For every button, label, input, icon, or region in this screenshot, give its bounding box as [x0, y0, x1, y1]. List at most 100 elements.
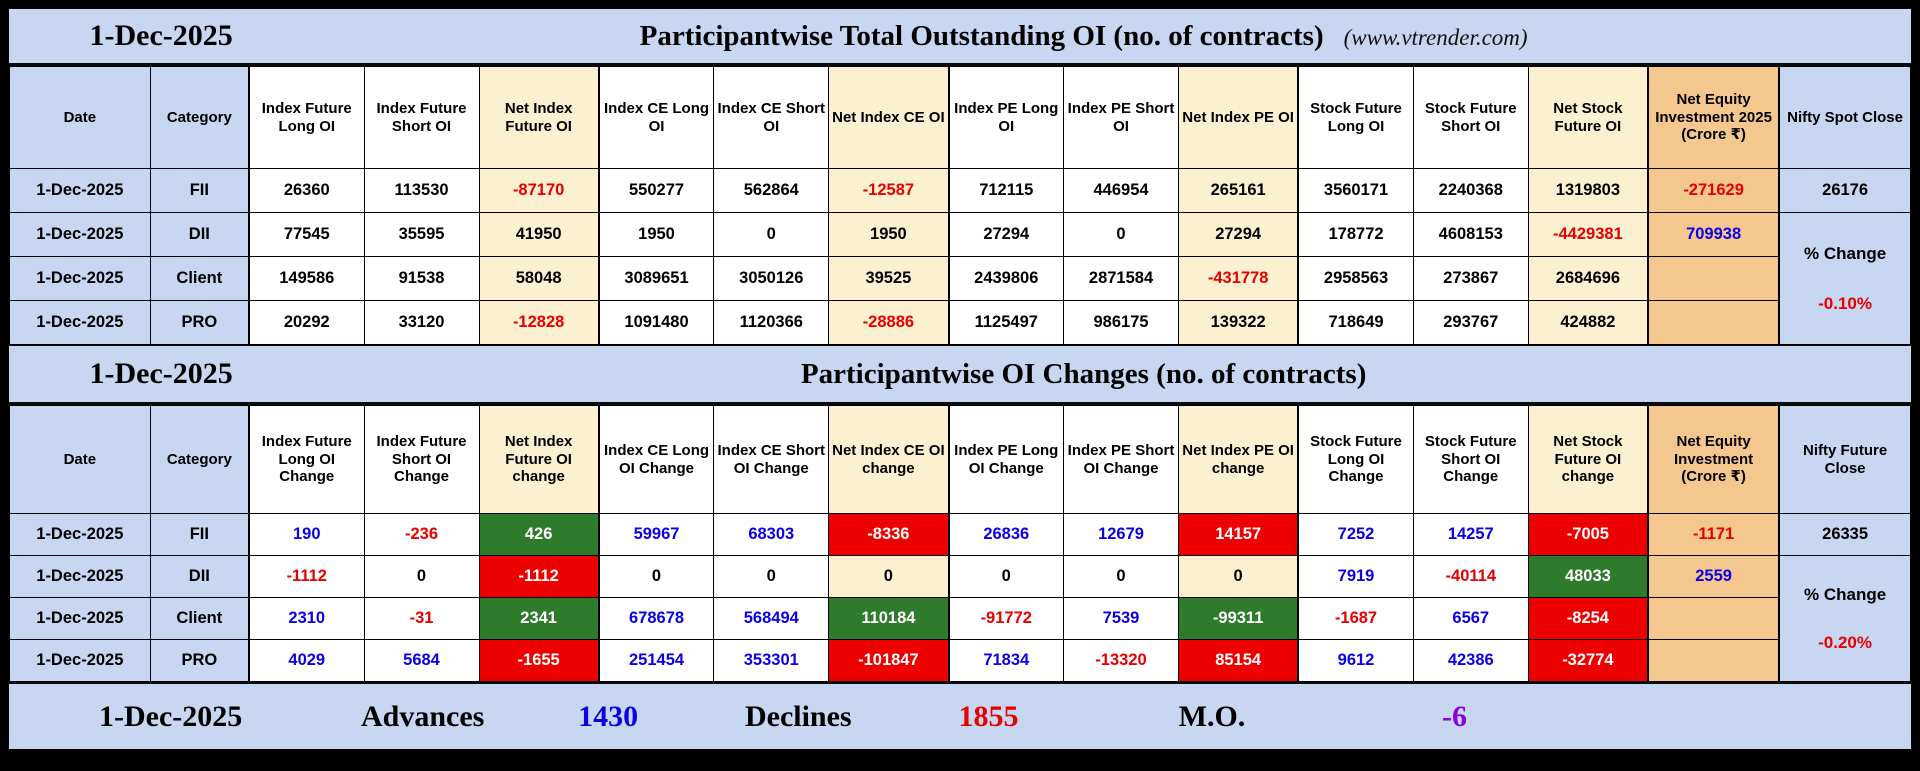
data-cell: 20292 — [248, 300, 365, 345]
footer-date: 1-Dec-2025 — [99, 699, 243, 733]
data-cell: 3050126 — [713, 256, 830, 301]
data-cell: -87170 — [478, 168, 600, 213]
data-cell: -13320 — [1063, 639, 1180, 682]
data-cell: 2310 — [248, 597, 365, 640]
column-header: Index PE Long OI Change — [947, 405, 1065, 514]
data-cell: 424882 — [1527, 300, 1649, 345]
data-cell: 139322 — [1178, 300, 1299, 345]
data-cell: 7919 — [1297, 555, 1414, 598]
data-cell: 568494 — [713, 597, 830, 640]
data-cell: -91772 — [947, 597, 1065, 640]
data-cell: 35595 — [363, 212, 480, 257]
data-cell: 2439806 — [947, 256, 1065, 301]
data-cell: 7539 — [1063, 597, 1180, 640]
column-header: Net Index PE OI — [1178, 66, 1299, 169]
data-cell: 33120 — [363, 300, 480, 345]
data-cell: 0 — [713, 212, 830, 257]
row-date: 1-Dec-2025 — [9, 513, 151, 556]
data-cell: -12587 — [828, 168, 950, 213]
table2-title-wrap: Participantwise OI Changes (no. of contr… — [313, 358, 1854, 391]
advances-label: Advances — [361, 699, 485, 733]
data-cell: 2240368 — [1412, 168, 1529, 213]
column-header: Nifty Future Close — [1778, 405, 1912, 514]
row-category: FII — [149, 168, 250, 213]
data-cell: 712115 — [947, 168, 1065, 213]
data-cell: 446954 — [1063, 168, 1180, 213]
close-value-cell: 26335 — [1778, 513, 1912, 556]
declines-label: Declines — [744, 699, 852, 733]
header-row: Date Category Index Future Long OI Index Fu… — [9, 66, 1912, 169]
column-header: Net Equity Investment 2025 (Crore ₹) — [1647, 66, 1780, 169]
data-cell: -7005 — [1527, 513, 1649, 556]
data-cell: -1171 — [1647, 513, 1780, 556]
data-cell: 0 — [947, 555, 1065, 598]
data-cell — [1647, 639, 1780, 682]
column-header: Net Index Future OI — [478, 66, 600, 169]
data-cell: 273867 — [1412, 256, 1529, 301]
table-row: 1-Dec-2025 DII -1112 0 -1112 0 0 0 0 0 0 7919 -40114… — [9, 555, 1912, 682]
data-cell: 91538 — [363, 256, 480, 301]
column-header: Date — [9, 66, 151, 169]
row-category: Client — [149, 256, 250, 301]
column-header: Index CE Long OI — [597, 66, 715, 169]
outstanding-oi-table: Date Category Index Future Long OI Index Fu… — [9, 66, 1912, 345]
column-header: Category — [149, 66, 250, 169]
data-cell: 113530 — [363, 168, 480, 213]
data-cell — [1647, 256, 1780, 301]
data-cell: 0 — [597, 555, 715, 598]
pct-change-value: -0.10% — [1818, 293, 1873, 313]
outstanding-oi-title-bar: 1-Dec-2025 Participantwise Total Outstan… — [9, 9, 1911, 66]
data-cell: -12828 — [478, 300, 600, 345]
oi-changes-table: Date Category Index Future Long OI Change I… — [9, 405, 1912, 682]
data-cell: -236 — [363, 513, 480, 556]
row-date: 1-Dec-2025 — [9, 256, 151, 301]
row-date: 1-Dec-2025 — [9, 555, 151, 598]
row-date: 1-Dec-2025 — [9, 168, 151, 213]
pct-change-cell: % Change -0.20% — [1778, 555, 1912, 682]
column-header: Category — [149, 405, 250, 514]
data-cell: -1112 — [248, 555, 365, 598]
row-category: Client — [149, 597, 250, 640]
data-cell — [1647, 300, 1780, 345]
report-date: 1-Dec-2025 — [89, 19, 233, 52]
data-cell: 26836 — [947, 513, 1065, 556]
table-row: 1-Dec-2025 PRO 20292 33120 -12828 1091480 1120… — [9, 300, 1911, 345]
data-cell: 59967 — [597, 513, 715, 556]
data-cell: 110184 — [828, 597, 950, 640]
data-cell: 4029 — [248, 639, 365, 682]
row-date: 1-Dec-2025 — [9, 597, 151, 640]
table2-title: Participantwise OI Changes (no. of contr… — [800, 357, 1367, 390]
data-cell: 42386 — [1412, 639, 1529, 682]
pct-change-value: -0.20% — [1818, 632, 1873, 652]
data-cell: 2341 — [478, 597, 600, 640]
column-header: Stock Future Long OI Change — [1297, 405, 1414, 514]
table-row: 1-Dec-2025 PRO 4029 5684 -1655 251454 353301 -1… — [9, 639, 1911, 682]
data-cell: 7252 — [1297, 513, 1414, 556]
column-header: Index PE Long OI — [947, 66, 1065, 169]
data-cell: 1125497 — [947, 300, 1065, 345]
data-cell — [1647, 597, 1780, 640]
row-date: 1-Dec-2025 — [9, 212, 151, 257]
column-header: Net Equity Investment (Crore ₹) — [1647, 405, 1780, 514]
site-note: (www.vtrender.com) — [1343, 24, 1528, 50]
data-cell: 0 — [363, 555, 480, 598]
report-date: 1-Dec-2025 — [89, 357, 233, 390]
oi-changes-title-bar: 1-Dec-2025 Participantwise OI Changes (n… — [9, 345, 1911, 405]
data-cell: -1112 — [478, 555, 600, 598]
data-cell: 39525 — [828, 256, 950, 301]
data-cell: 68303 — [713, 513, 830, 556]
data-cell: 251454 — [597, 639, 715, 682]
column-header: Stock Future Long OI — [1297, 66, 1414, 169]
table-row: 1-Dec-2025 Client 149586 91538 58048 3089651 3… — [9, 256, 1911, 301]
row-category: PRO — [149, 300, 250, 345]
pct-change-cell: % Change -0.10% — [1778, 212, 1912, 345]
data-cell: 149586 — [248, 256, 365, 301]
data-cell: -8336 — [828, 513, 950, 556]
row-category: FII — [149, 513, 250, 556]
column-header: Index Future Short OI Change — [363, 405, 480, 514]
data-cell: 0 — [1063, 555, 1180, 598]
column-header: Stock Future Short OI Change — [1412, 405, 1529, 514]
column-header: Index CE Short OI Change — [713, 405, 830, 514]
data-cell: 2871584 — [1063, 256, 1180, 301]
column-header: Net Index PE OI change — [1178, 405, 1299, 514]
